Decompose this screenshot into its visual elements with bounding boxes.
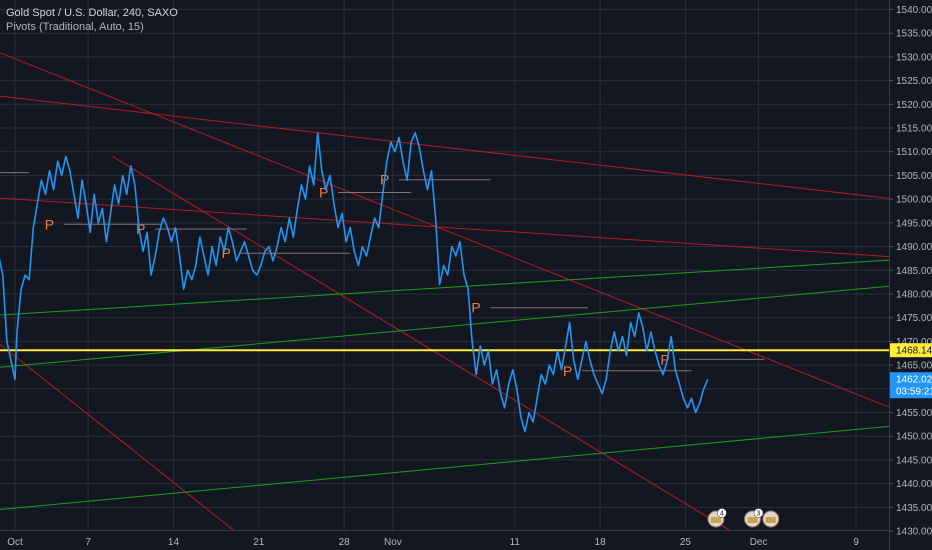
price-axis-label: 1435.00: [896, 503, 932, 514]
price-line: [0, 132, 709, 433]
event-badge-icon: [765, 517, 776, 523]
event-badge-icon: [747, 517, 758, 523]
time-axis-label: 7: [85, 537, 91, 548]
red-trendline: [0, 52, 889, 408]
red-trendline: [112, 156, 731, 530]
time-axis-background: [0, 530, 889, 550]
time-axis-label: 14: [168, 537, 180, 548]
price-axis-label: 1490.00: [896, 242, 932, 253]
red-trendline: [0, 197, 889, 258]
price-axis-label: 1515.00: [896, 124, 932, 135]
time-axis-label: 11: [510, 537, 521, 548]
time-axis-label: 28: [339, 537, 351, 548]
pivot-label: P: [136, 221, 145, 237]
price-axis-label: 1430.00: [896, 527, 932, 538]
price-axis-label: 1525.00: [896, 76, 932, 87]
price-axis-label: 1450.00: [896, 432, 932, 443]
price-axis-label: 1455.00: [896, 408, 932, 419]
price-axis-label: 1470.00: [896, 337, 932, 348]
time-axis[interactable]: Oct 7 14 21 28 Nov 11 18 25 Dec 9: [0, 530, 889, 550]
green-trendline: [0, 259, 889, 316]
event-badge-count: 4: [720, 511, 724, 518]
pivot-label: P: [319, 185, 328, 201]
price-axis[interactable]: 1430.00 1435.00 1440.00 1445.00 1450.00 1455.…: [889, 0, 932, 550]
level-price-label: 1468.14: [896, 346, 932, 357]
price-axis-label: 1480.00: [896, 289, 932, 300]
time-axis-label: Oct: [7, 537, 23, 548]
price-axis-label: 1500.00: [896, 195, 932, 206]
pivot-label: P: [471, 300, 480, 316]
price-axis-label: 1440.00: [896, 479, 932, 490]
green-trendline: [0, 425, 889, 510]
price-axis-label: 1465.00: [896, 361, 932, 372]
event-badge-count-bg: [753, 508, 764, 518]
price-axis-label: 1495.00: [896, 218, 932, 229]
red-trendline: [0, 95, 889, 199]
pivot-label: P: [660, 351, 669, 367]
price-axis-label: 1520.00: [896, 100, 932, 111]
level-price-badge[interactable]: [890, 343, 932, 358]
price-axis-label: 1530.00: [896, 52, 932, 63]
time-axis-label: Nov: [384, 537, 402, 548]
price-axis-label: 1505.00: [896, 171, 932, 182]
time-axis-label: 21: [253, 537, 265, 548]
time-axis-label: Dec: [750, 537, 768, 548]
price-axis-label: 1510.00: [896, 147, 932, 158]
red-trendline: [0, 343, 235, 530]
price-axis-background: [889, 0, 932, 550]
event-badge-count: 3: [757, 511, 761, 518]
price-axis-label: 1540.00: [896, 5, 932, 16]
time-axis-label: 9: [853, 537, 859, 548]
last-price-label: 1462.02: [896, 375, 932, 386]
time-axis-label: 25: [680, 537, 692, 548]
last-price-badge[interactable]: [890, 372, 932, 399]
green-trendline: [0, 285, 889, 368]
event-badge-icon: [710, 517, 721, 523]
event-badge-count-bg: [717, 508, 727, 518]
grid-lines: [0, 0, 889, 532]
price-axis-label: 1445.00: [896, 455, 932, 466]
price-axis-label: 1475.00: [896, 313, 932, 324]
price-axis-label: 1535.00: [896, 29, 932, 40]
pivot-label: P: [45, 216, 54, 232]
pivot-label: P: [563, 363, 572, 379]
countdown-label: 03:59:21: [896, 387, 932, 398]
pivot-label: P: [222, 245, 231, 261]
price-series: [0, 132, 709, 433]
trendlines: [0, 52, 889, 530]
time-axis-label: 18: [595, 537, 607, 548]
price-axis-label: 1485.00: [896, 266, 932, 277]
